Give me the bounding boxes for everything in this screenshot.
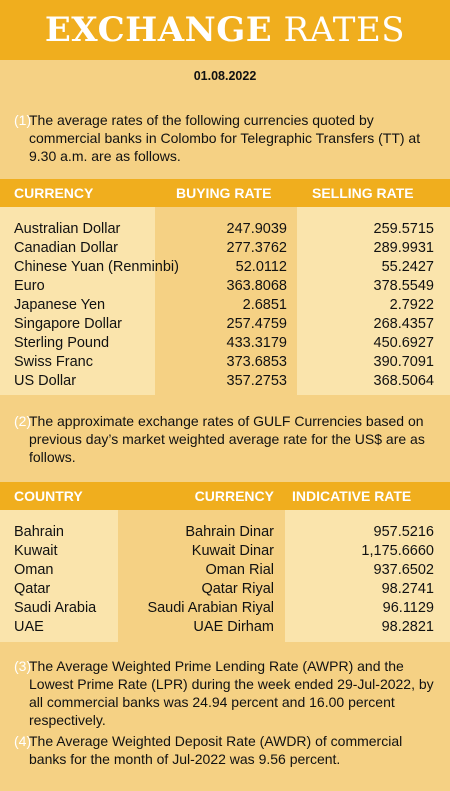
currency-name: Singapore Dollar bbox=[14, 316, 123, 332]
note-4-number: (4) bbox=[14, 733, 32, 749]
selling-rate: 289.9931 bbox=[373, 240, 434, 256]
table-row: Australian Dollar 247.9039 259.5715 bbox=[0, 221, 450, 240]
table-row: Canadian Dollar 277.3762 289.9931 bbox=[0, 240, 450, 259]
buying-rate: 257.4759 bbox=[226, 316, 287, 332]
table-row: Bahrain Bahrain Dinar 957.5216 bbox=[0, 524, 450, 543]
indicative-rate: 1,175.6660 bbox=[361, 543, 434, 559]
col-country-header: COUNTRY bbox=[14, 488, 83, 504]
col-gulf-currency-header: CURRENCY bbox=[194, 488, 274, 504]
country-name: Saudi Arabia bbox=[14, 600, 97, 616]
note-2: (2) The approximate exchange rates of GU… bbox=[14, 412, 434, 466]
selling-rate: 450.6927 bbox=[373, 335, 434, 351]
country-name: Qatar bbox=[14, 581, 51, 597]
currency-name: Canadian Dollar bbox=[14, 240, 118, 256]
table-row: Chinese Yuan (Renminbi) 52.0112 55.2427 bbox=[0, 259, 450, 278]
buying-rate: 363.8068 bbox=[226, 278, 287, 294]
note-3: (3) The Average Weighted Prime Lending R… bbox=[14, 657, 434, 729]
country-name: Kuwait bbox=[14, 543, 58, 559]
note-4-text: The Average Weighted Deposit Rate (AWDR)… bbox=[29, 733, 403, 767]
selling-rate: 378.5549 bbox=[373, 278, 434, 294]
col-selling-header: SELLING RATE bbox=[312, 185, 414, 201]
note-2-text: The approximate exchange rates of GULF C… bbox=[29, 413, 425, 465]
table-row: Qatar Qatar Riyal 98.2741 bbox=[0, 581, 450, 600]
col-buying-header: BUYING RATE bbox=[176, 185, 272, 201]
currency-name: Euro bbox=[14, 278, 45, 294]
selling-rate: 368.5064 bbox=[373, 373, 434, 389]
buying-rate: 2.6851 bbox=[242, 297, 287, 313]
gulf-currency-name: Bahrain Dinar bbox=[185, 524, 274, 540]
gulf-currency-name: Oman Rial bbox=[205, 562, 275, 578]
note-2-number: (2) bbox=[14, 413, 32, 429]
indicative-rate: 98.2741 bbox=[381, 581, 434, 597]
table-row: Swiss Franc 373.6853 390.7091 bbox=[0, 354, 450, 373]
buying-rate: 433.3179 bbox=[226, 335, 287, 351]
selling-rate: 390.7091 bbox=[373, 354, 434, 370]
note-1-number: (1) bbox=[14, 112, 32, 128]
indicative-rate: 98.2821 bbox=[381, 619, 434, 635]
indicative-rate: 937.6502 bbox=[373, 562, 434, 578]
table-row: US Dollar 357.2753 368.5064 bbox=[0, 373, 450, 392]
buying-rate: 247.9039 bbox=[226, 221, 287, 237]
currency-name: Australian Dollar bbox=[14, 221, 121, 237]
buying-rate: 357.2753 bbox=[226, 373, 287, 389]
gulf-currency-name: Kuwait Dinar bbox=[191, 543, 274, 559]
table-row: Saudi Arabia Saudi Arabian Riyal 96.1129 bbox=[0, 600, 450, 619]
indicative-rate: 96.1129 bbox=[382, 600, 434, 616]
currency-name: Sterling Pound bbox=[14, 335, 110, 351]
currency-name: Japanese Yen bbox=[14, 297, 106, 313]
table-row: UAE UAE Dirham 98.2821 bbox=[0, 619, 450, 638]
currency-name: US Dollar bbox=[14, 373, 77, 389]
buying-rate: 373.6853 bbox=[226, 354, 287, 370]
note-3-number: (3) bbox=[14, 658, 32, 674]
table-row: Oman Oman Rial 937.6502 bbox=[0, 562, 450, 581]
country-name: Bahrain bbox=[14, 524, 64, 540]
table-row: Euro 363.8068 378.5549 bbox=[0, 278, 450, 297]
date: 01.08.2022 bbox=[193, 69, 257, 83]
country-name: Oman bbox=[14, 562, 54, 578]
gulf-table: Bahrain Bahrain Dinar 957.5216 Kuwait Kuwait… bbox=[0, 510, 450, 642]
gulf-col-bg-left bbox=[0, 510, 118, 642]
title-regular: RATES bbox=[283, 10, 406, 50]
col-bg-right bbox=[297, 207, 450, 395]
col-bg-left bbox=[0, 207, 155, 395]
gulf-currency-name: Qatar Riyal bbox=[201, 581, 274, 597]
country-name: UAE bbox=[14, 619, 44, 635]
note-4: (4) The Average Weighted Deposit Rate (A… bbox=[14, 732, 434, 786]
col-currency-header: CURRENCY bbox=[14, 185, 94, 201]
selling-rate: 2.7922 bbox=[389, 297, 434, 313]
col-indicative-header: INDICATIVE RATE bbox=[292, 488, 412, 504]
page-title: EXCHANGE RATES bbox=[45, 10, 405, 50]
currency-table-header: CURRENCY BUYING RATE SELLING RATE bbox=[0, 179, 450, 207]
gulf-table-header: COUNTRY CURRENCY INDICATIVE RATE bbox=[0, 482, 450, 510]
gulf-currency-name: UAE Dirham bbox=[193, 619, 274, 635]
table-row: Sterling Pound 433.3179 450.6927 bbox=[0, 335, 450, 354]
note-1-text: The average rates of the following curre… bbox=[29, 112, 421, 164]
title-bold: EXCHANGE bbox=[44, 10, 273, 50]
currency-name: Swiss Franc bbox=[14, 354, 93, 370]
buying-rate: 277.3762 bbox=[226, 240, 287, 256]
buying-rate: 52.0112 bbox=[235, 259, 287, 275]
gulf-currency-name: Saudi Arabian Riyal bbox=[147, 600, 274, 616]
selling-rate: 55.2427 bbox=[381, 259, 434, 275]
currency-name: Chinese Yuan (Renminbi) bbox=[14, 259, 179, 275]
table-row: Kuwait Kuwait Dinar 1,175.6660 bbox=[0, 543, 450, 562]
table-row: Japanese Yen 2.6851 2.7922 bbox=[0, 297, 450, 316]
note-1: (1) The average rates of the following c… bbox=[14, 111, 434, 165]
selling-rate: 259.5715 bbox=[373, 221, 434, 237]
indicative-rate: 957.5216 bbox=[373, 524, 434, 540]
gulf-col-bg-right bbox=[285, 510, 450, 642]
note-3-text: The Average Weighted Prime Lending Rate … bbox=[29, 658, 434, 728]
selling-rate: 268.4357 bbox=[373, 316, 434, 332]
table-row: Singapore Dollar 257.4759 268.4357 bbox=[0, 316, 450, 335]
currency-table: Australian Dollar 247.9039 259.5715 Canadia… bbox=[0, 207, 450, 395]
header-banner: EXCHANGE RATES bbox=[0, 0, 450, 60]
